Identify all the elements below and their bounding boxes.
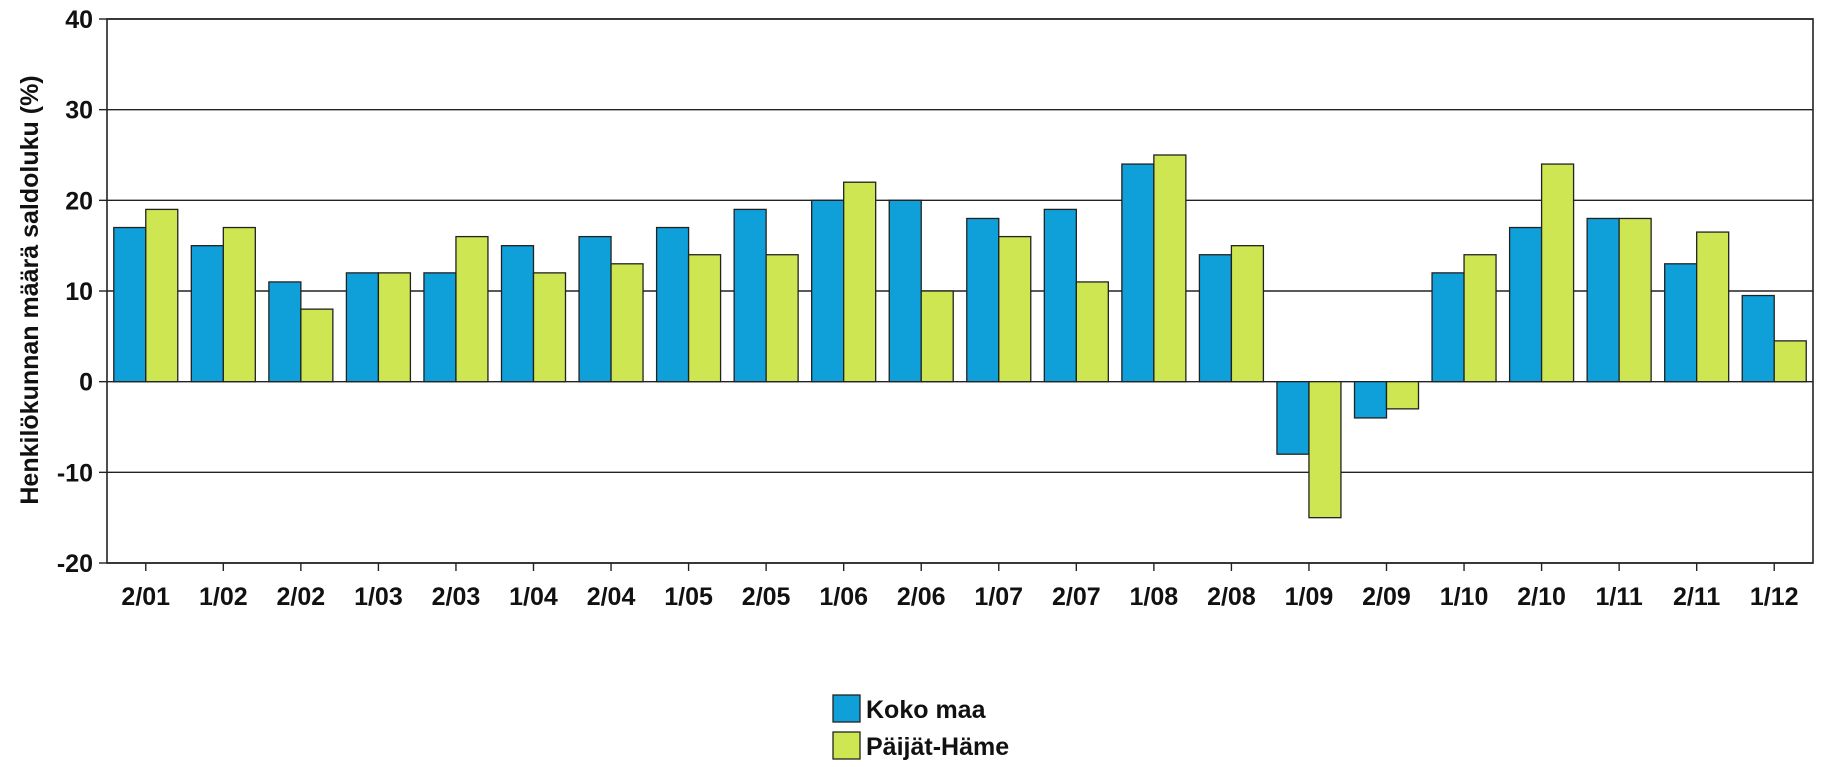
y-axis-ticks: -20 -10 0 10 20 30 40	[57, 6, 107, 578]
bars	[113, 154, 1807, 519]
bar-koko-maa	[888, 199, 922, 383]
y-tick-label: 0	[79, 369, 93, 397]
bar-koko-maa	[811, 199, 845, 383]
bar-paijat-hame	[1230, 245, 1265, 383]
x-tick-label: 2/03	[432, 583, 481, 611]
bar-koko-maa	[578, 235, 612, 383]
x-tick-label: 1/12	[1750, 583, 1799, 611]
x-axis-ticks: 2/01 1/02 2/02 1/03 2/03 1/04 2/04 1/05 2/05 1/06…	[121, 563, 1799, 611]
bar-paijat-hame	[843, 181, 877, 383]
bar-koko-maa	[423, 272, 457, 383]
bar-paijat-hame	[765, 254, 799, 383]
x-tick-label: 2/09	[1362, 583, 1411, 611]
legend-swatch	[832, 694, 861, 723]
bar-koko-maa	[1431, 272, 1465, 383]
bar-koko-maa	[1043, 208, 1077, 383]
legend-label: Koko maa	[866, 696, 987, 724]
x-tick-label: 2/10	[1517, 583, 1566, 611]
bar-paijat-hame	[1153, 154, 1187, 383]
x-tick-label: 1/05	[664, 583, 713, 611]
bar-koko-maa	[966, 217, 1000, 383]
x-tick-label: 2/06	[897, 583, 946, 611]
x-tick-label: 2/02	[277, 583, 326, 611]
bar-koko-maa	[190, 245, 224, 383]
bar-paijat-hame	[1540, 163, 1575, 383]
x-tick-label: 1/04	[509, 583, 558, 611]
bar-koko-maa	[733, 208, 767, 383]
x-tick-label: 2/05	[742, 583, 791, 611]
y-tick-label: 10	[65, 278, 93, 306]
bar-koko-maa	[655, 226, 690, 383]
bar-paijat-hame	[455, 235, 489, 383]
bar-paijat-hame	[1075, 281, 1109, 383]
bar-koko-maa	[1664, 263, 1698, 383]
x-tick-label: 1/07	[974, 583, 1023, 611]
x-tick-label: 1/02	[199, 583, 248, 611]
legend: Koko maa Päijät-Häme	[832, 694, 1009, 761]
bar-paijat-hame	[1618, 217, 1652, 383]
x-tick-label: 2/11	[1673, 583, 1720, 611]
x-tick-label: 1/09	[1285, 583, 1334, 611]
x-tick-label: 1/06	[819, 583, 868, 611]
x-tick-label: 2/01	[121, 583, 170, 611]
y-tick-label: 20	[65, 187, 93, 215]
bar-paijat-hame	[532, 272, 567, 383]
bar-koko-maa	[500, 245, 535, 383]
bar-paijat-hame	[1308, 381, 1342, 519]
bar-paijat-hame	[145, 208, 179, 383]
bar-paijat-hame	[1463, 254, 1497, 383]
y-tick-label: -10	[57, 459, 93, 487]
legend-label: Päijät-Häme	[866, 733, 1009, 761]
bar-koko-maa	[1353, 381, 1388, 419]
x-tick-label: 2/07	[1052, 583, 1101, 611]
bar-koko-maa	[268, 281, 302, 383]
bar-koko-maa	[345, 272, 380, 383]
bar-paijat-hame	[1385, 381, 1420, 410]
bar-paijat-hame	[998, 235, 1032, 383]
bar-koko-maa	[1198, 254, 1233, 383]
bar-koko-maa	[1586, 217, 1620, 383]
x-tick-label: 1/03	[354, 583, 403, 611]
bar-koko-maa	[1741, 294, 1775, 383]
y-tick-label: 30	[65, 97, 93, 125]
bar-paijat-hame	[920, 290, 954, 383]
bar-paijat-hame	[687, 254, 722, 383]
bar-paijat-hame	[610, 263, 644, 383]
legend-swatch	[832, 731, 861, 760]
bar-paijat-hame	[300, 308, 334, 383]
x-tick-label: 2/04	[587, 583, 636, 611]
y-tick-label: 40	[65, 6, 93, 34]
bar-koko-maa	[113, 226, 147, 383]
y-tick-label: -20	[57, 550, 93, 578]
bar-koko-maa	[1508, 226, 1543, 383]
bar-paijat-hame	[377, 272, 412, 383]
x-tick-label: 1/10	[1440, 583, 1489, 611]
bar-paijat-hame	[222, 226, 256, 383]
bar-koko-maa	[1121, 163, 1155, 383]
x-tick-label: 1/08	[1130, 583, 1179, 611]
bar-paijat-hame	[1696, 231, 1730, 383]
x-tick-label: 1/11	[1595, 583, 1642, 611]
y-axis-title: Henkilökunnan määrä saldoluku (%)	[16, 75, 44, 504]
bar-paijat-hame	[1773, 340, 1807, 383]
x-tick-label: 2/08	[1207, 583, 1256, 611]
bar-koko-maa	[1276, 381, 1310, 455]
